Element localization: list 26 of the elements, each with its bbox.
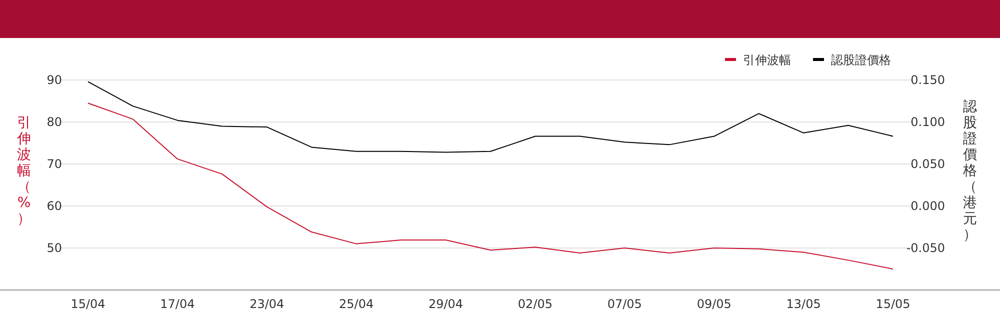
y2-tick-label: 0.000 bbox=[910, 199, 945, 213]
x-tick-label: 23/04 bbox=[250, 297, 284, 311]
line-series bbox=[88, 81, 894, 153]
y-tick-label: 70 bbox=[46, 157, 62, 171]
y2-tick-label: 0.100 bbox=[910, 115, 945, 129]
y2-axis-title: 認股證價格（港元） bbox=[963, 99, 977, 243]
y-axis-title: 引伸波幅（%） bbox=[17, 115, 31, 227]
x-tick-label: 13/05 bbox=[786, 297, 821, 311]
x-tick-label: 29/04 bbox=[428, 297, 464, 311]
x-tick-label: 15/05 bbox=[876, 297, 910, 311]
y2-tick-label: 0.150 bbox=[910, 73, 945, 87]
x-tick-label: 17/04 bbox=[160, 297, 195, 311]
y-tick-label: 50 bbox=[46, 241, 62, 255]
legend-label: 認股證價格 bbox=[831, 53, 891, 67]
x-tick-label: 02/05 bbox=[518, 297, 553, 311]
y2-tick-label: -0.050 bbox=[906, 241, 945, 255]
legend-label: 引伸波幅 bbox=[743, 53, 791, 67]
line-series bbox=[88, 102, 894, 270]
x-tick-label: 07/05 bbox=[607, 297, 642, 311]
y-tick-label: 60 bbox=[46, 199, 62, 213]
y-tick-label: 90 bbox=[46, 73, 62, 87]
y-tick-label: 80 bbox=[46, 115, 62, 129]
x-tick-label: 15/04 bbox=[70, 297, 106, 311]
x-tick-label: 25/04 bbox=[339, 297, 374, 311]
x-tick-label: 09/05 bbox=[696, 297, 732, 311]
y2-tick-label: 0.050 bbox=[910, 157, 945, 171]
